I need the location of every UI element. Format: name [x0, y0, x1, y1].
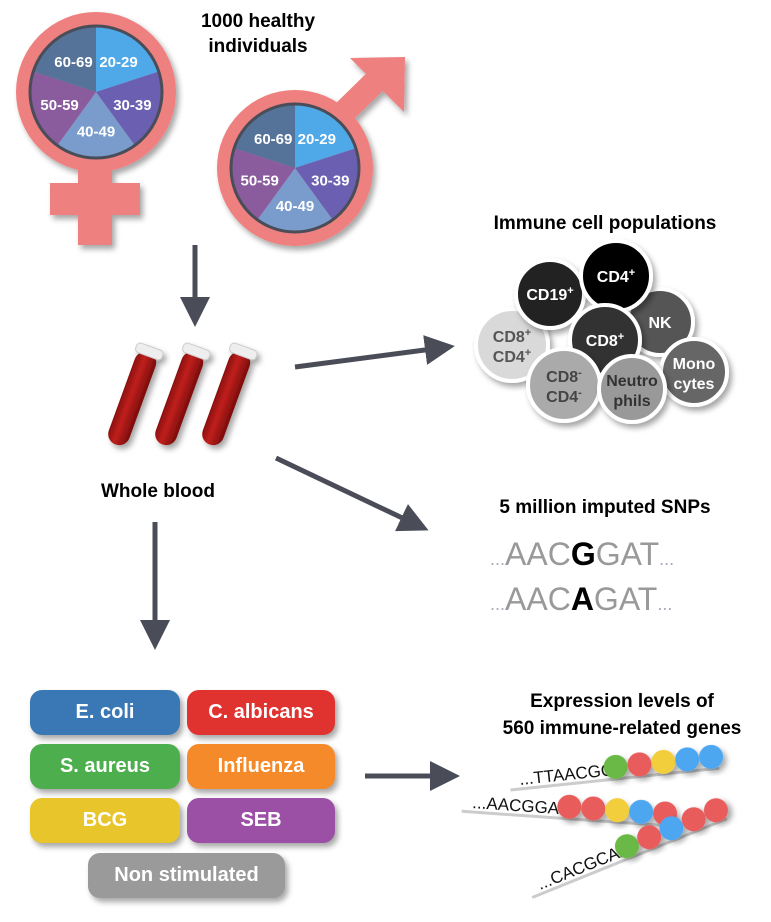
female-age-pie: 20-29 30-39 40-49 50-59 60-69: [28, 24, 164, 160]
expression-bead: [629, 799, 654, 824]
gene-chain: ...AACGGAT: [461, 793, 678, 828]
female-pie-slice-20-29: [96, 26, 159, 92]
female-pie-slice-label: 50-59: [40, 97, 78, 114]
cell-monocytes: Mono cytes: [659, 337, 729, 407]
cohort-title: 1000 healthy: [201, 11, 315, 32]
expression-bead: [659, 816, 684, 841]
stimulus-bcg: BCG: [30, 798, 180, 843]
svg-text:CD8+: CD8+: [586, 331, 624, 350]
male-pie-slice-label: 50-59: [241, 172, 279, 189]
svg-text:Mono: Mono: [673, 356, 716, 373]
stimulus-non-stimulated: Non stimulated: [88, 853, 285, 898]
snp-sequence: ...AACGGAT...: [490, 536, 674, 572]
female-pie-slice-label: 40-49: [77, 123, 115, 140]
blood-tubes-icon: [108, 342, 258, 446]
female-pie-slice-40-49: [57, 92, 135, 159]
female-pie-slice-label: 20-29: [99, 54, 137, 71]
cohort-title-line2: individuals: [208, 36, 307, 57]
immune-title: Immune cell populations: [494, 213, 717, 234]
female-pie-slice-label: 30-39: [113, 97, 151, 114]
svg-text:Neutro: Neutro: [606, 373, 658, 390]
stimulus-seb: SEB: [187, 798, 335, 843]
female-pie-slice-30-39: [96, 71, 162, 146]
svg-text:CD4+: CD4+: [597, 267, 635, 286]
male-pie-slice-label: 40-49: [276, 198, 314, 215]
cell-cd4: CD4+: [579, 239, 653, 313]
expression-bead: [627, 752, 652, 777]
svg-text:NK: NK: [648, 315, 672, 332]
male-pie-slice-30-39: [295, 148, 359, 220]
expression-bead: [681, 807, 706, 832]
snp-sequence: ...AACAGAT...: [490, 581, 672, 617]
expression-title: Expression levels of: [530, 691, 714, 712]
cell-cd8cd4: CD8-CD4-: [526, 347, 602, 423]
male-pie-slice-40-49: [257, 168, 333, 233]
svg-text:CD8-: CD8-: [546, 367, 582, 386]
expression-bead: [703, 798, 728, 823]
male-pie-slice-20-29: [295, 104, 356, 168]
cell-cd8cd4: CD8+CD4+: [474, 307, 550, 383]
male-pie-slice-60-69: [234, 104, 295, 168]
female-pie-slice-label: 60-69: [54, 54, 92, 71]
svg-text:CD4+: CD4+: [493, 347, 531, 366]
expression-bead: [637, 825, 662, 850]
snp-allele: G: [571, 536, 596, 572]
gene-expression-chains: ...TTAACGG...AACGGAT...CACGCAA: [461, 744, 728, 899]
male-pie-slice-label: 20-29: [298, 131, 336, 148]
snp-sequences: ...AACGGAT... ...AACAGAT...: [490, 536, 674, 617]
svg-text:CD8+: CD8+: [493, 327, 531, 346]
gene-chain: ...TTAACGG: [510, 744, 724, 792]
cell-cd19: CD19+: [514, 258, 586, 330]
expression-title-line2: 560 immune-related genes: [503, 718, 742, 739]
expression-bead: [557, 794, 582, 819]
immune-cells: CD8+CD4+CD19+NKCD4+CD8+CD8-CD4-Monocytes…: [474, 239, 729, 424]
expression-bead: [581, 796, 606, 821]
arrow-to-cells: [294, 335, 455, 370]
whole-blood-label: Whole blood: [101, 481, 215, 502]
expression-bead: [651, 749, 676, 774]
stimulus-c-albicans: C. albicans: [187, 690, 335, 735]
svg-text:CD4-: CD4-: [546, 387, 582, 406]
female-pie-slice-60-69: [33, 26, 96, 92]
male-pie-slice-50-59: [231, 148, 295, 220]
svg-text:CD19+: CD19+: [526, 285, 573, 304]
stimulus-influenza: Influenza: [187, 744, 335, 789]
male-age-pie: 20-29 30-39 40-49 50-59 60-69: [229, 102, 361, 234]
gene-sequence: ...AACGGAT: [472, 793, 569, 819]
svg-text:cytes: cytes: [674, 376, 715, 393]
flow-arrows: [140, 245, 460, 791]
snp-allele: A: [571, 581, 594, 617]
male-pie-slice-label: 60-69: [254, 131, 292, 148]
expression-bead: [699, 744, 724, 769]
stimulus-e-coli: E. coli: [30, 690, 180, 735]
expression-bead: [603, 754, 628, 779]
snp-title: 5 million imputed SNPs: [499, 497, 710, 518]
female-pie-slice-50-59: [30, 71, 96, 146]
expression-bead: [605, 798, 630, 823]
cell-neutrophils: Neutro phils: [597, 354, 667, 424]
expression-bead: [675, 747, 700, 772]
male-pie-slice-label: 30-39: [311, 172, 349, 189]
stimulus-s-aureus: S. aureus: [30, 744, 180, 789]
svg-text:phils: phils: [613, 393, 650, 410]
expression-bead: [614, 834, 639, 859]
arrow-to-snps: [274, 455, 429, 532]
